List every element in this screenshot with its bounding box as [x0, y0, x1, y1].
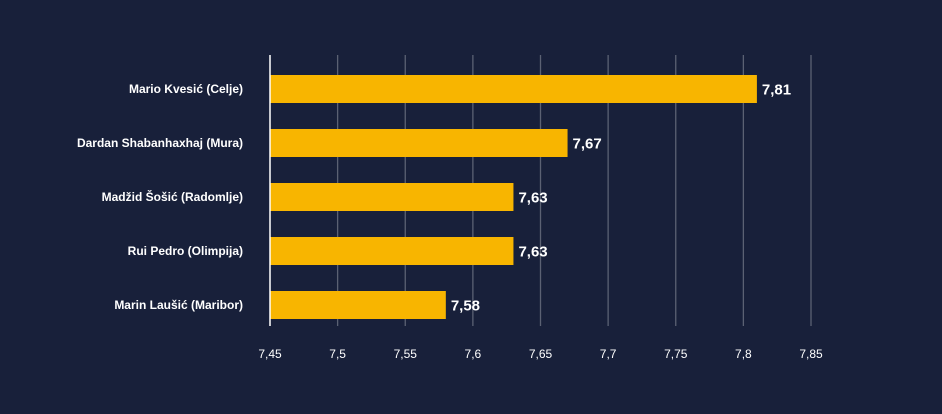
value-labels: 7,81 7,67 7,63 7,63 7,58	[451, 82, 791, 315]
category-label: Dardan Shabanhaxhaj (Mura)	[77, 136, 243, 150]
value-label: 7,63	[518, 190, 547, 207]
x-tick-label: 7,6	[465, 347, 482, 361]
bar	[270, 129, 568, 157]
x-tick-labels: 7,45 7,5 7,55 7,6 7,65 7,7 7,75 7,8 7,85	[258, 347, 823, 361]
category-labels: Mario Kvesić (Celje) Dardan Shabanhaxhaj …	[77, 82, 243, 312]
bar	[270, 237, 514, 265]
value-label: 7,67	[573, 136, 602, 153]
x-tick-label: 7,55	[394, 347, 418, 361]
value-label: 7,58	[451, 298, 480, 315]
x-tick-label: 7,7	[600, 347, 617, 361]
bars	[270, 75, 757, 319]
category-label: Rui Pedro (Olimpija)	[128, 244, 243, 258]
bar	[270, 75, 757, 103]
x-tick-label: 7,75	[664, 347, 688, 361]
category-label: Marin Laušić (Maribor)	[114, 298, 243, 312]
x-tick-label: 7,65	[529, 347, 553, 361]
x-tick-label: 7,85	[799, 347, 823, 361]
x-tick-label: 7,5	[329, 347, 346, 361]
category-label: Mario Kvesić (Celje)	[129, 82, 243, 96]
category-label: Madžid Šošić (Radomlje)	[102, 189, 243, 204]
bar	[270, 291, 446, 319]
x-tick-label: 7,45	[258, 347, 282, 361]
value-label: 7,81	[762, 82, 791, 99]
x-tick-label: 7,8	[735, 347, 752, 361]
bar	[270, 183, 514, 211]
value-label: 7,63	[518, 244, 547, 261]
